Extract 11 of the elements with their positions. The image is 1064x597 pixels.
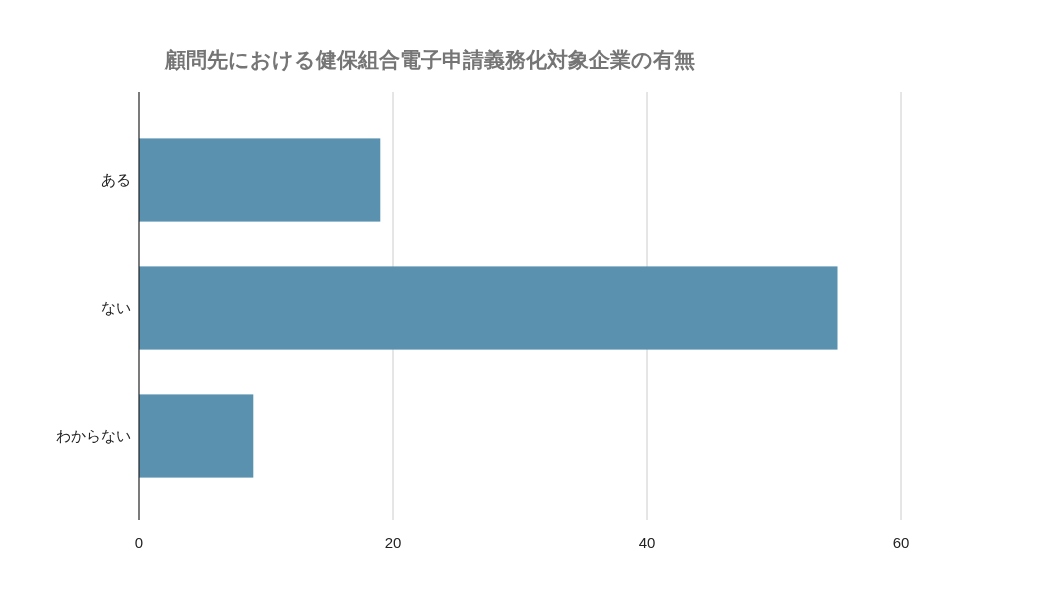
y-tick-label: わからない <box>56 427 131 444</box>
x-tick-label: 60 <box>892 534 910 551</box>
y-tick-label: ある <box>101 171 131 188</box>
bar <box>139 138 381 222</box>
y-tick-label: ない <box>101 299 131 316</box>
x-tick-label: 0 <box>134 534 144 551</box>
chart-title: 顧問先における健保組合電子申請義務化対象企業の有無 <box>164 48 695 72</box>
x-tick-label: 20 <box>384 534 402 551</box>
x-tick-label: 40 <box>638 534 656 551</box>
bar <box>139 394 254 478</box>
bar <box>139 266 838 350</box>
